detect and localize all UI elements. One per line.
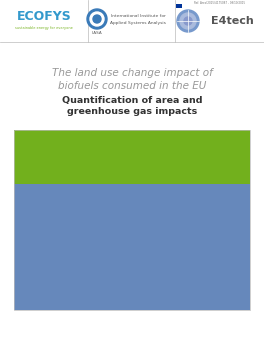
Circle shape [87, 9, 107, 29]
Text: greenhouse gas impacts: greenhouse gas impacts [67, 107, 197, 117]
Text: ECOFYS: ECOFYS [17, 10, 71, 23]
Text: sustainable energy for everyone: sustainable energy for everyone [15, 26, 73, 30]
Bar [14, 130, 250, 310]
Text: The land use change impact of: The land use change impact of [52, 68, 212, 78]
Circle shape [180, 13, 196, 29]
Circle shape [184, 17, 192, 25]
Bar [14, 184, 250, 310]
Circle shape [93, 15, 101, 23]
Bar [0, 0, 264, 42]
Text: IIASA: IIASA [92, 31, 102, 35]
Text: E4tech: E4tech [211, 16, 253, 26]
Circle shape [90, 12, 104, 26]
Bar [14, 130, 250, 184]
Text: Quantification of area and: Quantification of area and [62, 97, 202, 105]
Bar [176, 4, 182, 8]
Text: Applied Systems Analysis: Applied Systems Analysis [110, 21, 166, 25]
Text: Ref. Ares(2015)4175087 - 08/10/2015: Ref. Ares(2015)4175087 - 08/10/2015 [195, 1, 246, 5]
Text: biofuels consumed in the EU: biofuels consumed in the EU [58, 81, 206, 91]
Text: International Institute for: International Institute for [111, 14, 165, 18]
Circle shape [177, 10, 199, 32]
